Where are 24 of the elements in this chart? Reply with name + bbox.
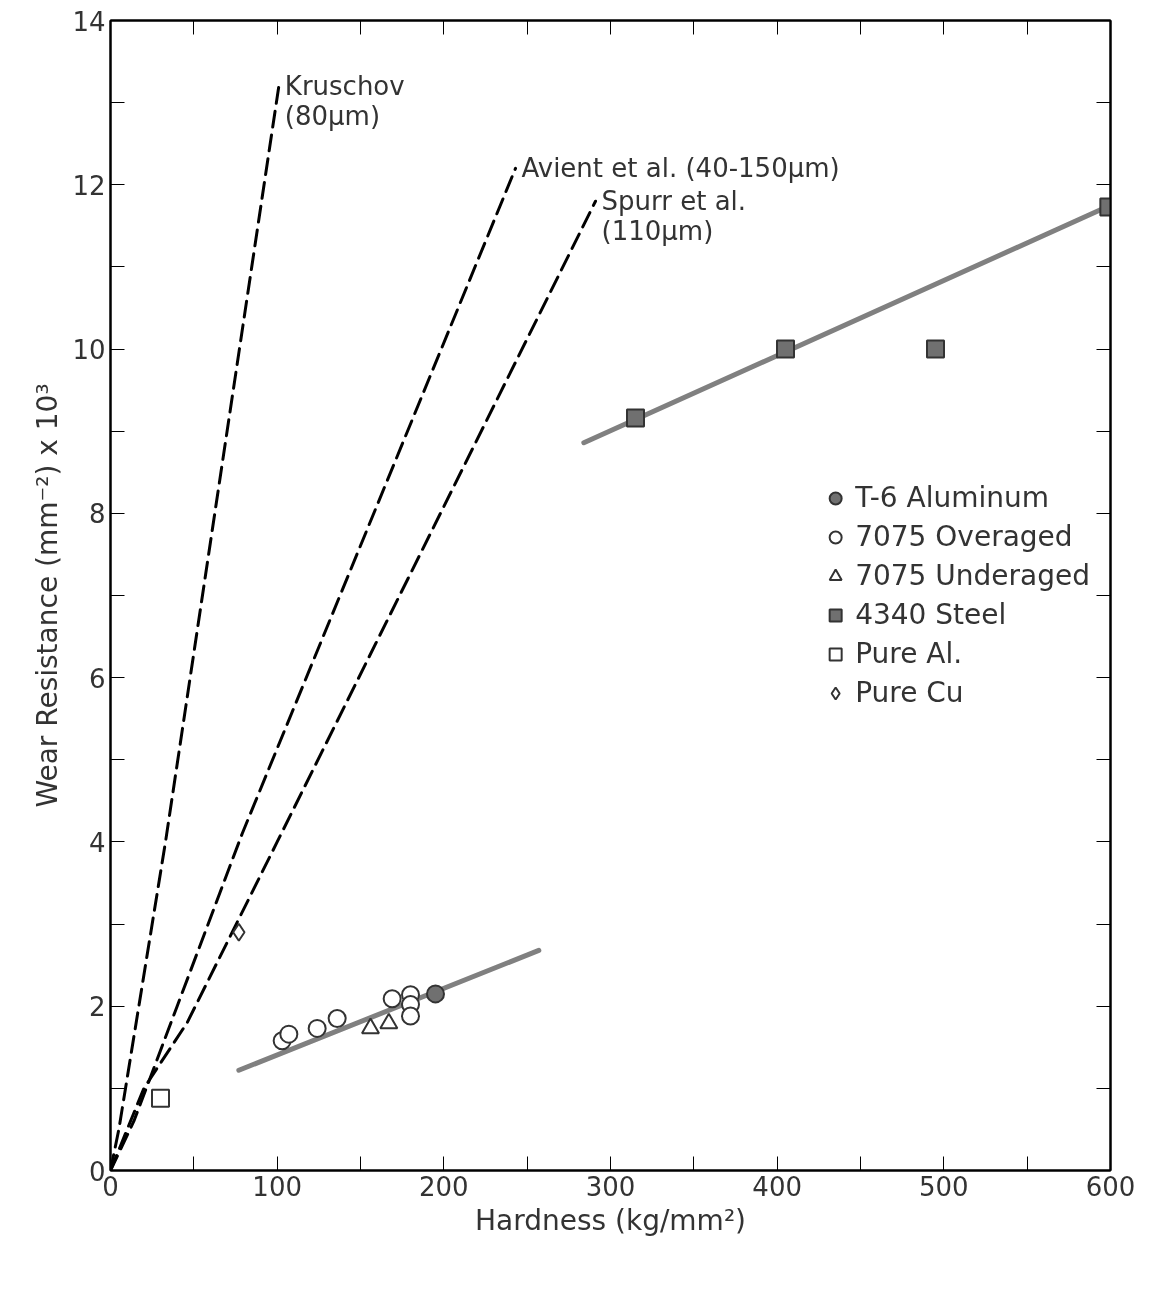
legend-label: Pure Cu [855, 676, 964, 709]
legend-label: 4340 Steel [855, 598, 1007, 631]
y-tick-label: 14 [72, 6, 106, 37]
x-tick-label: 400 [752, 1171, 802, 1202]
x-tick-label: 300 [585, 1171, 636, 1202]
y-tick-label: 6 [88, 663, 106, 694]
legend-label: 7075 Overaged [855, 520, 1073, 553]
x-axis-title: Hardness (kg/mm²) [474, 1203, 747, 1237]
legend-label: Pure Al. [855, 637, 963, 670]
legend-label: T-6 Aluminum [855, 481, 1050, 514]
y-tick-label: 10 [72, 335, 106, 366]
legend-label: 7075 Underaged [855, 559, 1090, 592]
y-tick-label: 4 [88, 827, 106, 858]
annotation: Spurr et al. (110μm) [601, 186, 747, 247]
x-tick-label: 200 [419, 1171, 469, 1202]
y-tick-label: 8 [88, 499, 106, 530]
x-tick-label: 600 [1085, 1171, 1136, 1202]
y-tick-label: 2 [88, 992, 106, 1023]
y-axis-title: Wear Resistance (mm⁻²) x 10³ [31, 383, 65, 808]
annotation: Avient et al. (40-150μm) [521, 153, 840, 184]
x-tick-label: 500 [919, 1171, 969, 1202]
y-tick-label: 12 [72, 170, 106, 201]
x-tick-label: 100 [252, 1171, 302, 1202]
annotation: Kruschov (80μm) [284, 71, 405, 132]
